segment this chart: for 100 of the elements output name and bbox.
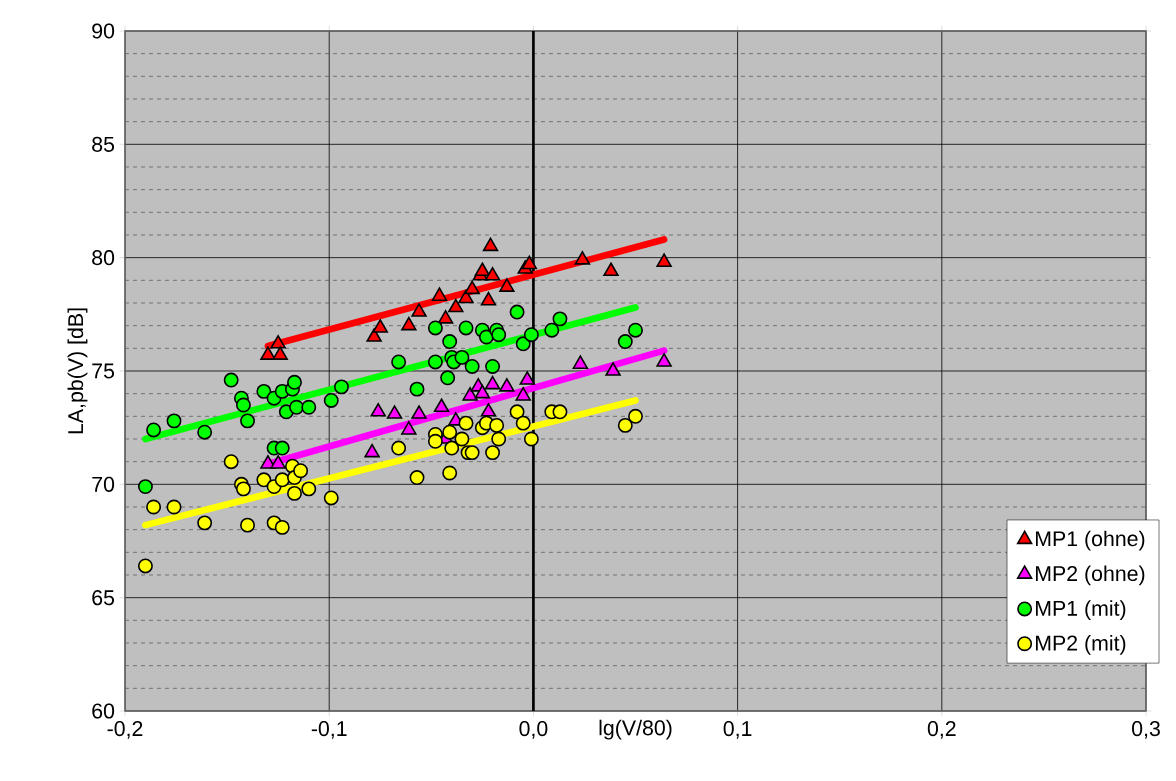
point <box>499 278 515 292</box>
legend-label: MP1 (ohne) <box>1035 530 1145 551</box>
point <box>491 327 507 343</box>
point <box>464 445 480 461</box>
point <box>223 372 239 388</box>
point <box>146 422 162 438</box>
x-tick-label: -0,1 <box>311 721 347 739</box>
point <box>137 479 153 495</box>
point <box>372 319 388 333</box>
point <box>409 470 425 485</box>
point <box>519 371 536 385</box>
point <box>523 431 539 447</box>
point <box>444 440 460 456</box>
point <box>401 421 417 435</box>
point <box>552 404 568 420</box>
point <box>462 387 478 401</box>
point <box>454 431 470 447</box>
point <box>499 378 515 392</box>
point <box>458 289 474 304</box>
point <box>256 383 272 399</box>
point <box>544 322 560 338</box>
point <box>235 397 251 413</box>
point <box>235 481 251 497</box>
y-tick-label: 75 <box>92 363 115 379</box>
point <box>474 384 491 399</box>
point <box>137 558 153 574</box>
point <box>448 298 464 313</box>
point <box>401 316 417 331</box>
point <box>272 346 288 360</box>
point <box>323 490 339 506</box>
point <box>301 481 317 497</box>
point <box>166 413 182 429</box>
point <box>458 415 474 431</box>
point <box>433 398 450 413</box>
point <box>197 424 213 440</box>
y-tick-label: 80 <box>92 250 115 266</box>
point <box>603 262 619 277</box>
y-tick-label: 65 <box>92 590 115 606</box>
point <box>386 405 403 419</box>
point <box>270 455 286 469</box>
point <box>480 403 497 417</box>
point <box>240 517 255 533</box>
y-axis-title: LA,pb(V) [dB] <box>67 308 88 434</box>
point <box>628 408 643 424</box>
point <box>617 334 633 349</box>
point <box>437 310 454 324</box>
point <box>442 465 458 481</box>
point <box>464 358 480 374</box>
point <box>333 379 349 395</box>
point <box>260 346 276 360</box>
point <box>574 251 591 265</box>
point <box>489 417 505 433</box>
point <box>572 355 589 369</box>
point <box>484 266 501 281</box>
x-axis-title: lg(V/80) <box>599 719 672 740</box>
point <box>431 287 448 301</box>
point <box>289 399 304 415</box>
point <box>274 472 290 488</box>
x-tick-label: -0,2 <box>107 721 143 739</box>
point <box>240 413 255 429</box>
point <box>427 354 443 370</box>
point <box>552 311 568 327</box>
point <box>515 415 531 431</box>
point <box>656 353 672 367</box>
point <box>274 440 290 456</box>
point <box>515 336 531 352</box>
point <box>391 440 407 456</box>
point <box>287 485 302 501</box>
point <box>270 334 286 349</box>
point <box>442 334 458 349</box>
point <box>364 443 380 458</box>
point <box>411 303 427 317</box>
point <box>440 370 456 386</box>
point <box>409 381 425 397</box>
point <box>617 417 633 433</box>
y-tick-label: 70 <box>92 476 115 492</box>
point <box>323 393 339 408</box>
y-tick-label: 85 <box>92 136 115 152</box>
point <box>485 445 501 461</box>
point <box>223 454 239 470</box>
point <box>485 358 501 374</box>
point <box>656 253 672 267</box>
point <box>509 304 525 320</box>
point <box>521 255 538 270</box>
point <box>484 375 501 390</box>
point <box>274 519 290 535</box>
point <box>366 328 382 342</box>
point <box>427 433 443 449</box>
point <box>427 320 443 336</box>
point <box>491 431 507 447</box>
point <box>166 499 182 515</box>
x-tick-label: 0,2 <box>927 721 956 739</box>
y-tick-label: 60 <box>92 703 115 719</box>
legend-label: MP2 (ohne) <box>1035 565 1145 586</box>
point <box>287 374 302 390</box>
point <box>482 237 499 252</box>
point <box>301 399 317 415</box>
point <box>146 499 162 515</box>
point <box>474 262 491 277</box>
point <box>391 354 407 370</box>
